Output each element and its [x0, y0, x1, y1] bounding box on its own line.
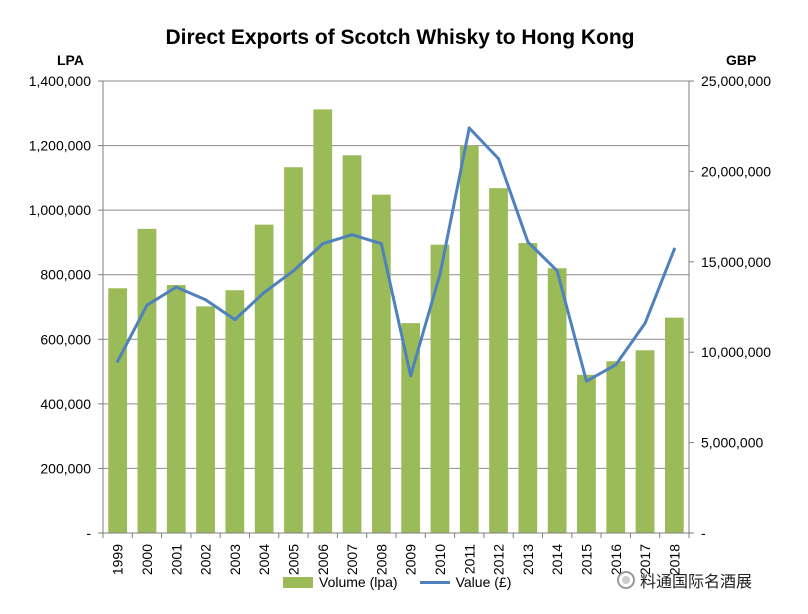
value-point — [526, 240, 530, 244]
volume-bar — [518, 243, 538, 533]
volume-bar — [401, 323, 421, 533]
value-line — [116, 126, 676, 383]
left-tick-label: 1,200,000 — [29, 138, 91, 154]
volume-bar — [459, 145, 479, 534]
value-point — [672, 247, 676, 251]
x-tick-label: 2001 — [168, 544, 184, 575]
value-point — [291, 269, 295, 273]
value-point — [584, 379, 588, 383]
volume-bar — [166, 285, 186, 533]
volume-bar — [254, 224, 274, 533]
volume-bar — [606, 361, 626, 533]
right-tick-label: 25,000,000 — [701, 73, 771, 89]
left-tick-label: 1,000,000 — [29, 202, 91, 218]
value-point — [145, 303, 149, 307]
volume-bar — [371, 194, 391, 533]
right-tick-label: 15,000,000 — [701, 254, 771, 270]
left-tick-label: 600,000 — [40, 331, 91, 347]
right-tick-label: 20,000,000 — [701, 163, 771, 179]
volume-bar — [196, 306, 215, 533]
value-point — [409, 374, 413, 378]
x-tick-label: 2004 — [256, 544, 272, 575]
volume-bar — [225, 290, 245, 533]
volume-bar — [635, 350, 655, 533]
value-point — [614, 363, 618, 367]
value-point — [262, 291, 266, 295]
value-point — [497, 157, 501, 161]
x-tick-label: 2017 — [637, 544, 653, 575]
x-tick-label: 2009 — [403, 544, 419, 575]
legend-item-volume: Volume (lpa) — [283, 574, 398, 590]
right-tick-label: 10,000,000 — [701, 344, 771, 360]
volume-bar — [108, 288, 128, 533]
x-tick-label: 2012 — [491, 544, 507, 575]
x-tick-label: 2015 — [578, 544, 594, 575]
legend-swatch-value — [419, 580, 450, 584]
x-tick-label: 2000 — [139, 544, 155, 575]
x-tick-label: 2011 — [461, 544, 477, 574]
x-tick-label: 2010 — [432, 544, 448, 575]
value-point — [350, 233, 354, 237]
left-tick-label: 800,000 — [40, 267, 91, 283]
left-tick-label: 200,000 — [40, 460, 91, 476]
wechat-logo-icon — [617, 571, 635, 589]
left-tick-label: 1,400,000 — [29, 73, 91, 89]
volume-bar — [284, 167, 303, 533]
value-point — [233, 318, 237, 322]
legend: Volume (lpa) Value (£) — [283, 574, 533, 590]
x-tick-label: 2005 — [285, 544, 301, 575]
volume-bar — [430, 244, 450, 533]
value-point — [438, 272, 442, 276]
left-tick-label: 400,000 — [40, 396, 91, 412]
x-tick-label: 2002 — [198, 544, 214, 575]
volume-bar — [137, 228, 157, 533]
volume-bar — [577, 374, 596, 533]
x-tick-label: 2016 — [608, 544, 624, 575]
right-axis-label: GBP — [726, 52, 757, 68]
value-point — [379, 242, 383, 246]
volume-bar — [313, 109, 333, 533]
legend-item-value: Value (£) — [419, 574, 512, 590]
watermark-text: 料通国际名酒展 — [640, 574, 753, 591]
volume-bar — [664, 317, 684, 533]
x-tick-label: 1999 — [110, 544, 126, 575]
value-point — [321, 242, 325, 246]
x-tick-label: 2014 — [549, 544, 565, 575]
x-tick-label: 2007 — [344, 544, 360, 575]
value-point — [116, 359, 120, 363]
value-point — [555, 269, 559, 273]
chart-title: Direct Exports of Scotch Whisky to Hong … — [165, 26, 635, 49]
legend-swatch-volume — [283, 576, 313, 588]
volume-bar — [342, 155, 362, 533]
value-point — [174, 285, 178, 289]
x-tick-label: 2018 — [666, 544, 682, 575]
right-tick-label: 5,000,000 — [701, 435, 763, 451]
legend-label-value: Value (£) — [455, 574, 512, 590]
right-tick-label: - — [701, 525, 706, 541]
volume-bar — [489, 188, 508, 533]
value-point — [467, 126, 471, 130]
left-axis-label: LPA — [57, 52, 84, 68]
watermark: 料通国际名酒展 — [617, 568, 752, 592]
value-point — [643, 321, 647, 325]
value-point — [204, 298, 208, 302]
x-tick-label: 2013 — [520, 544, 536, 575]
left-tick-label: - — [86, 525, 91, 541]
legend-label-volume: Volume (lpa) — [319, 574, 398, 590]
x-tick-label: 2006 — [315, 544, 331, 575]
x-tick-label: 2003 — [227, 544, 243, 575]
volume-bar — [547, 268, 567, 533]
x-tick-label: 2008 — [373, 544, 389, 575]
